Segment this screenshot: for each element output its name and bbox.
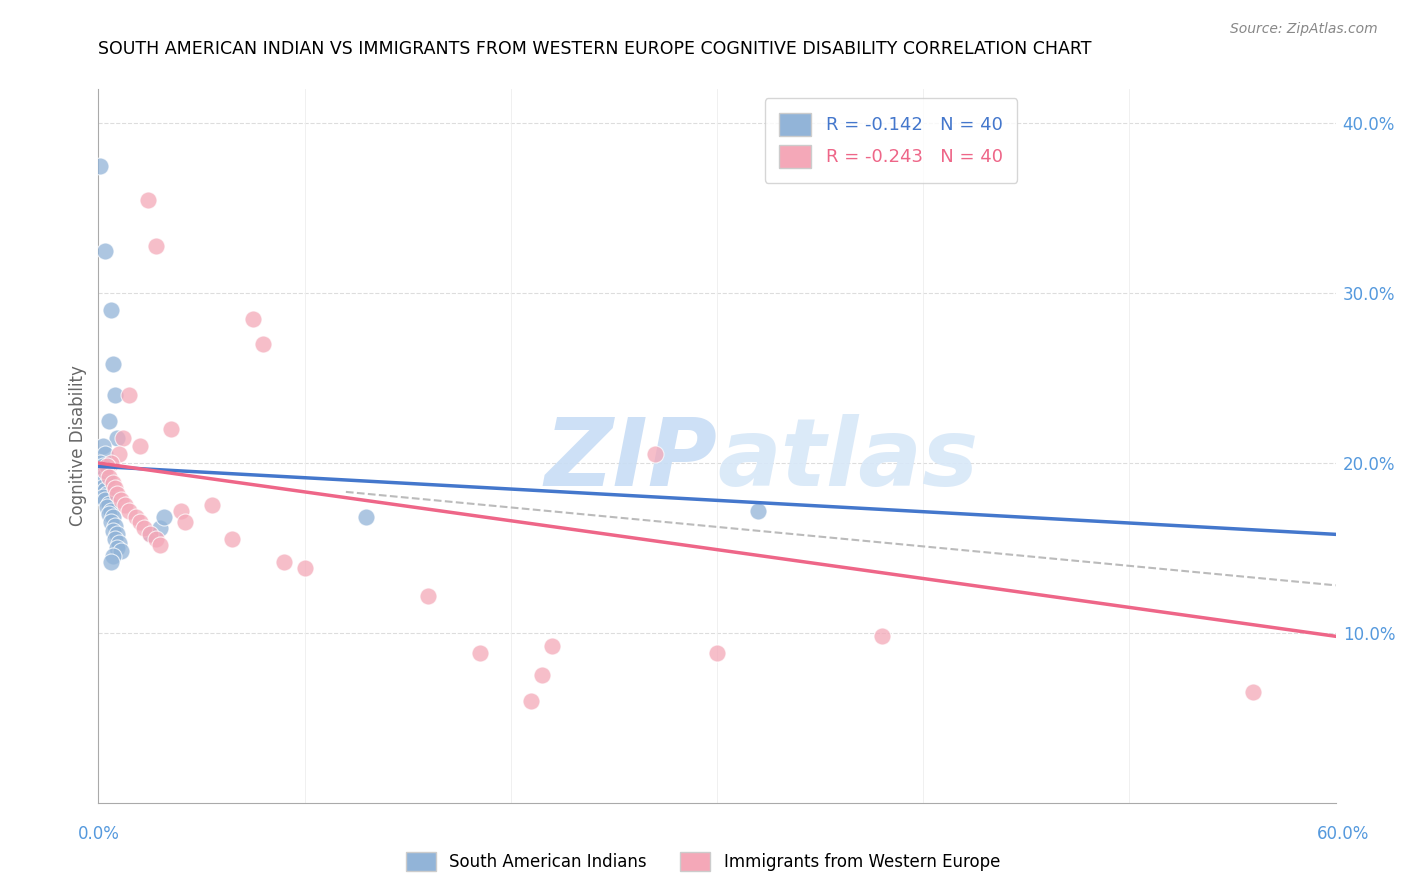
Point (97, 507, 120, 521)
Point (149, 520, 172, 534)
Point (201, 499, 224, 513)
Point (105, 430, 128, 444)
Text: Source: ZipAtlas.com: Source: ZipAtlas.com (1230, 22, 1378, 37)
Text: 0.0%: 0.0% (77, 825, 120, 843)
Point (93, 448, 115, 462)
Point (356, 510, 378, 524)
Point (520, 694, 543, 708)
Legend: R = -0.142   N = 40, R = -0.243   N = 40: R = -0.142 N = 40, R = -0.243 N = 40 (765, 98, 1018, 183)
Point (93, 493, 115, 508)
Point (139, 527, 162, 541)
Point (96, 471, 118, 485)
Point (93, 483, 115, 498)
Point (252, 337, 274, 351)
Text: 60.0%: 60.0% (1316, 825, 1369, 843)
Point (101, 476, 124, 491)
Point (108, 536, 131, 550)
Point (124, 510, 146, 524)
Point (91, 480, 114, 494)
Point (112, 430, 135, 444)
Point (128, 439, 150, 453)
Point (96, 459, 118, 474)
Point (89, 476, 111, 491)
Point (89, 456, 111, 470)
Point (118, 503, 141, 517)
Text: SOUTH AMERICAN INDIAN VS IMMIGRANTS FROM WESTERN EUROPE COGNITIVE DISABILITY COR: SOUTH AMERICAN INDIAN VS IMMIGRANTS FROM… (98, 40, 1092, 58)
Point (870, 629, 893, 643)
Point (97, 497, 120, 511)
Point (89, 159, 111, 173)
Point (128, 516, 150, 530)
Point (132, 520, 155, 534)
Point (747, 503, 769, 517)
Text: atlas: atlas (717, 414, 979, 507)
Point (153, 510, 176, 524)
Point (159, 422, 181, 436)
Point (644, 448, 666, 462)
Point (530, 668, 553, 682)
Point (101, 510, 124, 524)
Point (294, 561, 316, 575)
Point (100, 516, 122, 530)
Point (145, 533, 167, 547)
Point (89, 463, 111, 477)
Text: ZIP: ZIP (544, 414, 717, 507)
Point (1241, 685, 1264, 699)
Point (105, 486, 128, 500)
Point (100, 503, 122, 517)
Point (101, 358, 124, 372)
Point (110, 493, 132, 508)
Point (149, 537, 172, 551)
Point (273, 555, 295, 569)
Point (93, 465, 115, 479)
Point (91, 490, 114, 504)
Point (104, 533, 127, 547)
Point (104, 519, 127, 533)
Point (104, 482, 127, 496)
Point (96, 486, 118, 500)
Point (541, 640, 564, 654)
Y-axis label: Cognitive Disability: Cognitive Disability (69, 366, 87, 526)
Point (242, 311, 264, 326)
Point (100, 456, 122, 470)
Point (105, 527, 128, 541)
Point (96, 500, 118, 515)
Point (170, 503, 193, 517)
Point (97, 469, 120, 483)
Point (110, 544, 132, 558)
Point (104, 388, 127, 402)
Point (108, 448, 131, 462)
Point (93, 467, 115, 482)
Point (221, 533, 243, 547)
Point (706, 646, 728, 660)
Point (91, 459, 114, 474)
Point (174, 516, 197, 530)
Point (93, 244, 115, 258)
Point (97, 413, 120, 427)
Point (100, 555, 122, 569)
Point (136, 193, 159, 207)
Point (114, 499, 136, 513)
Point (101, 549, 124, 564)
Point (118, 388, 141, 402)
Point (139, 527, 162, 541)
Point (145, 238, 167, 252)
Point (418, 589, 440, 603)
Point (105, 541, 128, 555)
Point (468, 646, 491, 660)
Legend: South American Indians, Immigrants from Western Europe: South American Indians, Immigrants from … (398, 843, 1008, 880)
Point (100, 303, 122, 318)
Point (101, 524, 124, 538)
Point (91, 439, 114, 453)
